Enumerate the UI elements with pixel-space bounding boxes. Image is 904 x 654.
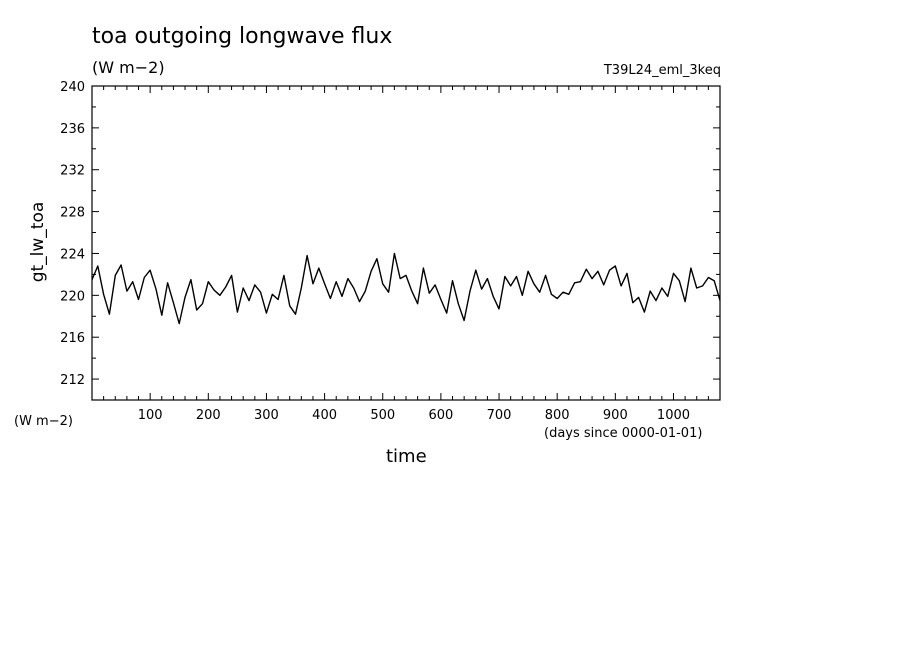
y-tick-label: 240 (60, 80, 85, 95)
axis-ticks (92, 85, 721, 401)
x-tick-label: 500 (370, 408, 395, 423)
x-tick-label: 100 (138, 408, 163, 423)
x-tick-label: 900 (603, 408, 628, 423)
plot-frame (91, 85, 721, 401)
y-units-note: (W m−2) (14, 414, 73, 429)
y-tick-label: 224 (60, 247, 85, 262)
x-tick-label: 400 (312, 408, 337, 423)
y-tick-label: 236 (60, 122, 85, 137)
x-axis-title: time (386, 446, 427, 467)
x-tick-label: 800 (545, 408, 570, 423)
tick-labels: 212 216 220 224 228 232 236 240 100 200 300 400 500 6… (60, 80, 690, 423)
run-name: T39L24_eml_3keq (603, 63, 721, 78)
chart-units: (W m−2) (92, 58, 165, 77)
x-tick-label: 700 (487, 408, 512, 423)
series-line (91, 252, 721, 325)
y-tick-label: 232 (60, 164, 85, 179)
series-group (91, 252, 721, 325)
x-tick-label: 300 (254, 408, 279, 423)
y-tick-label: 228 (60, 206, 85, 221)
y-tick-label: 220 (60, 289, 85, 304)
y-tick-label: 212 (60, 373, 85, 388)
x-units-note: (days since 0000-01-01) (544, 426, 703, 441)
x-tick-label: 200 (196, 408, 221, 423)
y-tick-label: 216 (60, 331, 85, 346)
chart-title: toa outgoing longwave flux (92, 24, 393, 49)
x-tick-label: 600 (428, 408, 453, 423)
x-tick-label: 1000 (657, 408, 690, 423)
